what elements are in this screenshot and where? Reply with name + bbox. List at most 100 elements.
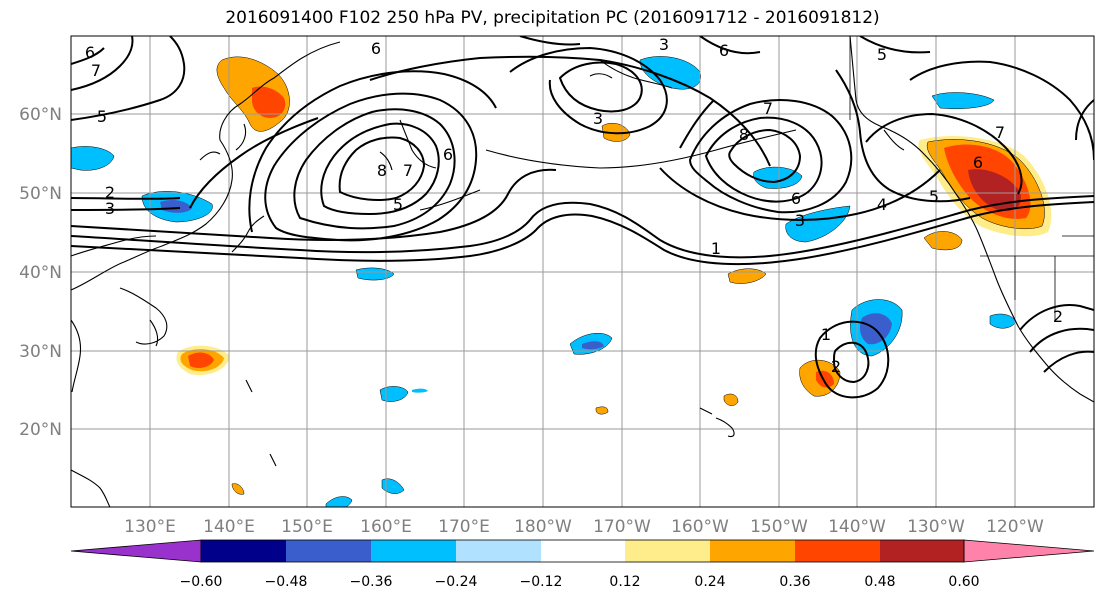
- precip-positive-blob: [231, 483, 245, 495]
- contour-label: 3: [795, 211, 805, 230]
- pv-contour-line: [728, 128, 802, 184]
- contour-label: 5: [393, 195, 403, 214]
- lon-label: 140°E: [203, 517, 255, 537]
- colorbar-tick-label: 0.12: [609, 574, 640, 590]
- pv-contour-line: [71, 201, 1094, 266]
- contour-label: 2: [1053, 307, 1063, 326]
- colorbar-segment: [541, 540, 625, 562]
- lon-label: 150°E: [281, 517, 333, 537]
- precip-negative-blob: [785, 205, 851, 243]
- pv-contour-line: [509, 46, 668, 135]
- precip-negative-blob: [325, 496, 353, 507]
- contour-label: 7: [91, 61, 101, 80]
- colorbar-segment: [286, 540, 371, 562]
- precip-positive-blob: [723, 393, 739, 406]
- contour-label: 6: [791, 189, 801, 208]
- pv-contour-line: [71, 207, 181, 211]
- pv-contour-line: [71, 47, 105, 65]
- pv-contour-line: [293, 108, 456, 230]
- precip-negative-blob: [379, 386, 409, 402]
- pv-contour-line: [71, 195, 1094, 259]
- lon-label: 170°W: [593, 517, 651, 537]
- plot-frame: [70, 35, 1095, 508]
- colorbar-tick-label: −0.12: [520, 574, 563, 590]
- pv-contour-line: [558, 61, 643, 113]
- precip-core-blob: [188, 352, 214, 368]
- colorbar-tick-label: 0.36: [779, 574, 810, 590]
- contour-labels: 6 7 5 2 3 6 8 7 6 5 3 6 5 3 7 8 6 3 4 1 …: [85, 35, 1063, 376]
- pv-contour-line: [71, 36, 186, 121]
- contour-label: 1: [821, 325, 831, 344]
- pv-contour-line: [1019, 304, 1094, 331]
- precip-positive-blob: [595, 406, 609, 415]
- contour-label: 6: [973, 153, 983, 172]
- pv-contour-line: [699, 36, 761, 55]
- pv-contour-line: [688, 99, 853, 214]
- colorbar-tick-label: −0.24: [435, 574, 478, 590]
- lon-label: 140°W: [828, 517, 886, 537]
- colorbar-right-extension: [963, 539, 1095, 563]
- contour-label: 6: [443, 145, 453, 164]
- pv-contour-line: [248, 70, 497, 233]
- map-title: 2016091400 F102 250 hPa PV, precipitatio…: [225, 8, 880, 28]
- lon-label: 130°W: [907, 517, 965, 537]
- colorbar-tick-label: 0.60: [948, 574, 979, 590]
- lon-label: 160°W: [671, 517, 729, 537]
- contour-label: 2: [105, 183, 115, 202]
- lon-label: 120°W: [986, 517, 1044, 537]
- pv-contour-line: [320, 122, 440, 216]
- contour-label: 8: [377, 161, 387, 180]
- precip-negative-blob: [639, 56, 701, 90]
- colorbar-segment: [201, 540, 286, 562]
- pv-contour-line: [189, 117, 319, 209]
- pv-contour-line: [859, 36, 931, 54]
- contour-label: 6: [371, 39, 381, 58]
- colorbar-tick-label: 0.48: [864, 574, 895, 590]
- contour-label: 4: [877, 195, 887, 214]
- contour-label: 7: [403, 161, 413, 180]
- pv-contour-line: [704, 116, 823, 203]
- contour-label: 3: [659, 35, 669, 54]
- pv-contour-line: [659, 167, 941, 221]
- pv-contours: [71, 36, 1094, 399]
- pv-contour-line: [71, 36, 134, 91]
- precip-positive-blob: [923, 231, 963, 251]
- colorbar-segment: [880, 540, 964, 562]
- contour-label: 3: [593, 109, 603, 128]
- pv-contour-line: [679, 99, 715, 149]
- contour-label: 3: [105, 199, 115, 218]
- lat-label: 40°N: [19, 263, 62, 283]
- lon-label: 150°W: [750, 517, 808, 537]
- lon-label: 170°E: [438, 517, 490, 537]
- pv-contour-line: [1029, 327, 1094, 353]
- contour-label: 8: [739, 125, 749, 144]
- pv-contour-line: [814, 320, 890, 399]
- lon-label: 160°E: [360, 517, 412, 537]
- contour-label: 6: [85, 43, 95, 62]
- colorbar-segment: [371, 540, 456, 562]
- pv-contour-line: [519, 36, 581, 46]
- colorbar-tick-label: −0.36: [350, 574, 393, 590]
- contour-label: 6: [719, 41, 729, 60]
- contour-label: 5: [97, 107, 107, 126]
- precip-negative-blob: [412, 388, 428, 393]
- pv-contour-line: [909, 60, 1094, 161]
- pv-contour-line: [1075, 99, 1094, 141]
- colorbar-segment: [625, 540, 710, 562]
- precip-core-blob: [252, 86, 286, 118]
- contour-label: 7: [995, 123, 1005, 142]
- pv-contour-line: [71, 197, 181, 200]
- pv-contour-line: [832, 341, 870, 384]
- precip-core-blob: [968, 169, 1021, 212]
- precip-negative-blob: [71, 146, 115, 171]
- colorbar-left-extension: [70, 539, 202, 563]
- lat-axis: 60°N 50°N 40°N 30°N 20°N: [19, 105, 62, 440]
- lat-label: 50°N: [19, 184, 62, 204]
- precip-negative-blob: [355, 267, 395, 281]
- colorbar: −0.60 −0.48 −0.36 −0.24 −0.12 0.12 0.24 …: [70, 539, 1095, 590]
- colorbar-segment: [710, 540, 795, 562]
- contour-label: 5: [877, 45, 887, 64]
- colorbar-segment: [456, 540, 541, 562]
- lat-label: 30°N: [19, 342, 62, 362]
